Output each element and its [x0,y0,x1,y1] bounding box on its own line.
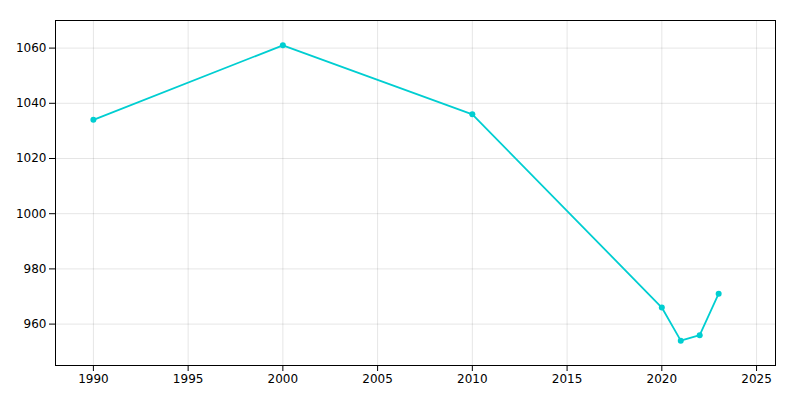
svg-text:960: 960 [24,317,47,331]
svg-text:1060: 1060 [16,41,47,55]
svg-text:2025: 2025 [741,372,772,386]
svg-text:980: 980 [24,262,47,276]
svg-text:1990: 1990 [78,372,109,386]
svg-text:1020: 1020 [16,151,47,165]
svg-text:2005: 2005 [362,372,393,386]
svg-text:1040: 1040 [16,96,47,110]
svg-text:1000: 1000 [16,207,47,221]
svg-text:2015: 2015 [552,372,583,386]
svg-text:2010: 2010 [457,372,488,386]
svg-text:1995: 1995 [173,372,204,386]
svg-text:2020: 2020 [647,372,678,386]
svg-text:2000: 2000 [268,372,299,386]
